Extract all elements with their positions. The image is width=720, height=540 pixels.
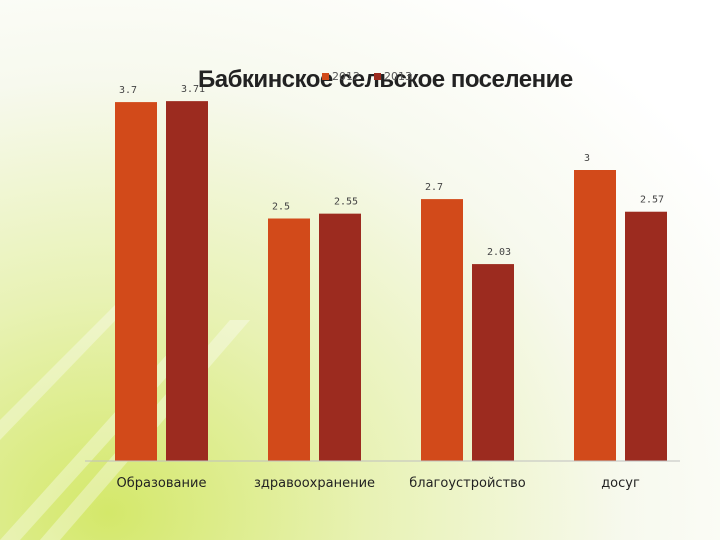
category-label-3: благоустройство (409, 476, 526, 491)
value-labels-group: 3.7 3.71 2.5 2.55 2.7 2.03 3 2.57 (119, 84, 664, 258)
bar-2012-4 (574, 170, 616, 461)
value-label-2013-4: 2.57 (640, 195, 664, 206)
value-label-2013-1: 3.71 (181, 84, 205, 95)
legend-swatch-2013 (374, 73, 381, 80)
bar-2013-1 (166, 101, 208, 461)
bar-2012-1 (115, 102, 157, 461)
bar-2013-4 (625, 211, 667, 461)
legend-label-2012: 2012 (332, 70, 360, 83)
category-labels-group: Образование здравоохранение благоустройств… (117, 476, 640, 491)
value-label-2012-2: 2.5 (272, 202, 290, 213)
category-label-2: здравоохранение (254, 476, 375, 491)
category-label-4: досуг (601, 476, 640, 491)
legend-swatch-2012 (322, 73, 329, 80)
value-label-2013-2: 2.55 (334, 197, 358, 208)
legend-item-2012: 2012 (322, 70, 360, 83)
category-label-1: Образование (117, 476, 207, 491)
bars-group (115, 101, 667, 461)
value-label-2013-3: 2.03 (487, 247, 511, 258)
legend: 2012 2013 (322, 70, 412, 83)
legend-item-2013: 2013 (374, 70, 412, 83)
bar-2013-3 (472, 264, 514, 461)
legend-label-2013: 2013 (384, 70, 412, 83)
bar-2012-2 (268, 218, 310, 461)
bar-2013-2 (319, 213, 361, 461)
value-label-2012-4: 3 (584, 153, 590, 164)
chart-title: Бабкинское сельское поселение (198, 66, 573, 93)
value-label-2012-3: 2.7 (425, 182, 443, 193)
bar-2012-3 (421, 199, 463, 461)
value-label-2012-1: 3.7 (119, 85, 137, 96)
